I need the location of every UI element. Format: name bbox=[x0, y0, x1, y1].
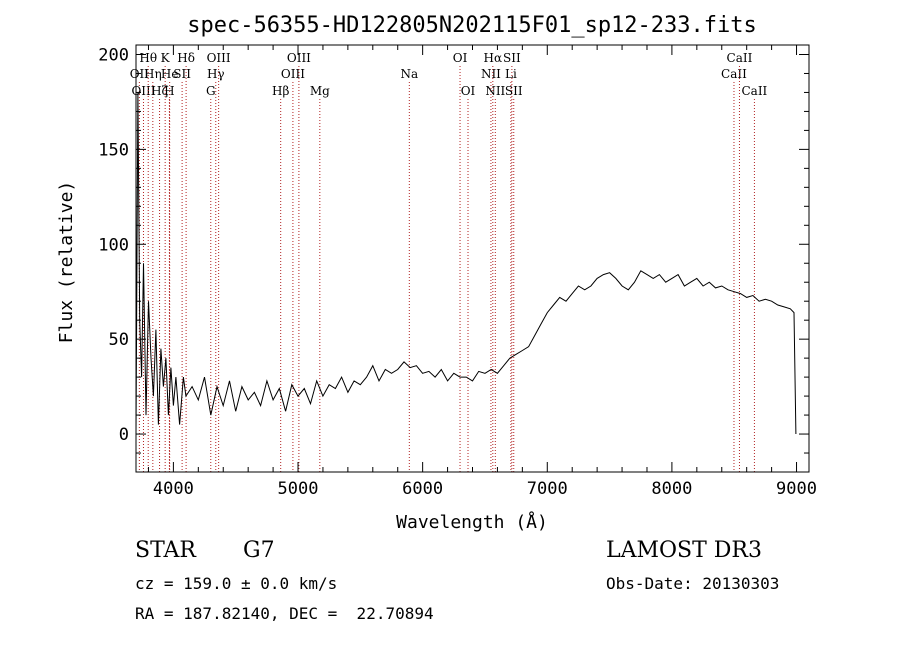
spectral-line-label: Hη bbox=[144, 67, 162, 81]
spectral-line-label: OI bbox=[461, 84, 476, 98]
spectral-line-label: NII bbox=[485, 84, 505, 98]
spectral-line-label: Hγ bbox=[207, 67, 225, 81]
object-subclass: G7 bbox=[243, 538, 275, 563]
coordinates: RA = 187.82140, DEC = 22.70894 bbox=[135, 604, 434, 623]
spectral-line-label: OIII bbox=[281, 67, 305, 81]
spectral-line-label: NII bbox=[481, 67, 501, 81]
y-tick-label: 50 bbox=[109, 330, 129, 350]
spectral-line-label: Hα bbox=[484, 51, 503, 65]
spectral-line-label: OIII bbox=[287, 51, 311, 65]
plot-frame bbox=[135, 44, 810, 473]
y-axis-label: Flux (relative) bbox=[56, 181, 77, 344]
spectral-line-label: Na bbox=[400, 67, 418, 81]
axis-ticks: 4000 5000 6000 7000 8000 9000 0 50 100 150 200 bbox=[98, 45, 817, 499]
spectral-line-label: OII bbox=[130, 67, 150, 81]
y-tick-label: 100 bbox=[98, 235, 129, 255]
survey-name: LAMOST DR3 bbox=[606, 538, 762, 563]
object-type: STAR bbox=[135, 538, 196, 563]
spectral-line-label: CaII bbox=[741, 84, 767, 98]
x-tick-label: 7000 bbox=[527, 479, 568, 499]
spectral-line-label: Mg bbox=[310, 84, 330, 98]
y-tick-label: 200 bbox=[98, 45, 129, 65]
spectral-line-label: SII bbox=[173, 67, 191, 81]
spectral-line-label: G bbox=[206, 84, 216, 98]
spectral-line-label: Hθ bbox=[139, 51, 157, 65]
x-tick-label: 5000 bbox=[278, 479, 319, 499]
spectral-line-label: CaII bbox=[721, 67, 747, 81]
x-tick-label: 6000 bbox=[402, 479, 443, 499]
observation-date: Obs-Date: 20130303 bbox=[606, 574, 780, 593]
spectral-line-label: SII bbox=[505, 84, 523, 98]
x-tick-label: 8000 bbox=[651, 479, 692, 499]
spectral-line-label: CaII bbox=[727, 51, 753, 65]
x-tick-label: 9000 bbox=[776, 479, 817, 499]
spectral-line-label: Hβ bbox=[272, 84, 289, 98]
spectral-line-label: He bbox=[161, 67, 179, 81]
spectral-line-label: SII bbox=[503, 51, 521, 65]
redshift-cz: cz = 159.0 ± 0.0 km/s bbox=[135, 574, 338, 593]
spectral-line-label: OI bbox=[453, 51, 468, 65]
spectral-line-label: K bbox=[161, 51, 171, 65]
spectral-line-label: Li bbox=[505, 67, 517, 81]
y-tick-label: 0 bbox=[119, 425, 129, 445]
chart-title: spec-56355-HD122805N202115F01_sp12-233.f… bbox=[187, 13, 757, 38]
x-tick-label: 4000 bbox=[153, 479, 194, 499]
spectral-line-label: Hζ bbox=[151, 84, 168, 98]
spectral-line-markers: OIIOIIIHθHηHζKHHeSIIHδGHγOIIIHβOIIIOIIIM… bbox=[130, 51, 768, 472]
spectral-line-label: Hδ bbox=[177, 51, 195, 65]
x-axis-label: Wavelength (Å) bbox=[396, 511, 548, 533]
spectrum-series-line bbox=[135, 92, 797, 435]
spectral-line-label: OIII bbox=[207, 51, 231, 65]
y-tick-label: 150 bbox=[98, 140, 129, 160]
